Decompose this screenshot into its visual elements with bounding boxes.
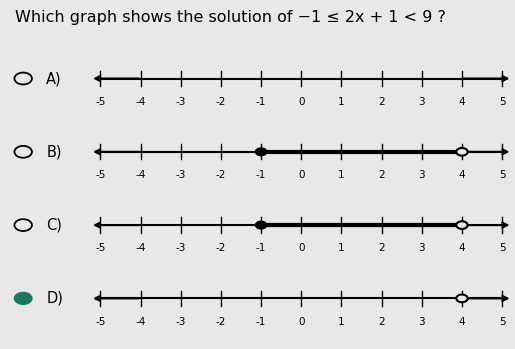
Text: 4: 4 — [459, 170, 465, 180]
Circle shape — [456, 221, 468, 229]
Text: C): C) — [46, 218, 62, 232]
Text: 5: 5 — [499, 243, 505, 253]
Text: -4: -4 — [135, 317, 146, 327]
Text: A): A) — [46, 71, 62, 86]
Circle shape — [456, 295, 468, 302]
Text: -5: -5 — [95, 317, 106, 327]
Text: -4: -4 — [135, 243, 146, 253]
Text: 5: 5 — [499, 97, 505, 107]
Text: 4: 4 — [459, 317, 465, 327]
Text: 3: 3 — [419, 97, 425, 107]
Text: D): D) — [46, 291, 63, 306]
Text: -3: -3 — [176, 317, 186, 327]
Text: -2: -2 — [216, 170, 226, 180]
Text: 0: 0 — [298, 243, 304, 253]
Text: 2: 2 — [379, 243, 385, 253]
Circle shape — [255, 221, 267, 229]
Circle shape — [255, 148, 267, 156]
Text: -1: -1 — [256, 243, 266, 253]
Text: -4: -4 — [135, 170, 146, 180]
Text: -2: -2 — [216, 317, 226, 327]
Text: -3: -3 — [176, 97, 186, 107]
Text: 3: 3 — [419, 243, 425, 253]
Text: 5: 5 — [499, 317, 505, 327]
Text: 5: 5 — [499, 170, 505, 180]
Text: 4: 4 — [459, 97, 465, 107]
Text: 1: 1 — [338, 243, 345, 253]
Text: 1: 1 — [338, 97, 345, 107]
Text: -3: -3 — [176, 243, 186, 253]
Text: -2: -2 — [216, 243, 226, 253]
Text: 1: 1 — [338, 170, 345, 180]
Text: 1: 1 — [338, 317, 345, 327]
Text: Which graph shows the solution of −1 ≤ 2x + 1 < 9 ?: Which graph shows the solution of −1 ≤ 2… — [15, 10, 447, 25]
Text: 2: 2 — [379, 97, 385, 107]
Text: -1: -1 — [256, 317, 266, 327]
Text: 0: 0 — [298, 170, 304, 180]
Text: 2: 2 — [379, 170, 385, 180]
Text: B): B) — [46, 144, 62, 159]
Text: -1: -1 — [256, 170, 266, 180]
Text: 0: 0 — [298, 317, 304, 327]
Text: 0: 0 — [298, 97, 304, 107]
Text: 3: 3 — [419, 317, 425, 327]
Text: 4: 4 — [459, 243, 465, 253]
Text: -4: -4 — [135, 97, 146, 107]
Text: 3: 3 — [419, 170, 425, 180]
Text: -5: -5 — [95, 243, 106, 253]
Text: -5: -5 — [95, 97, 106, 107]
Circle shape — [456, 148, 468, 156]
Circle shape — [14, 292, 32, 304]
Text: 2: 2 — [379, 317, 385, 327]
Text: -2: -2 — [216, 97, 226, 107]
Text: -5: -5 — [95, 170, 106, 180]
Text: -3: -3 — [176, 170, 186, 180]
Text: -1: -1 — [256, 97, 266, 107]
